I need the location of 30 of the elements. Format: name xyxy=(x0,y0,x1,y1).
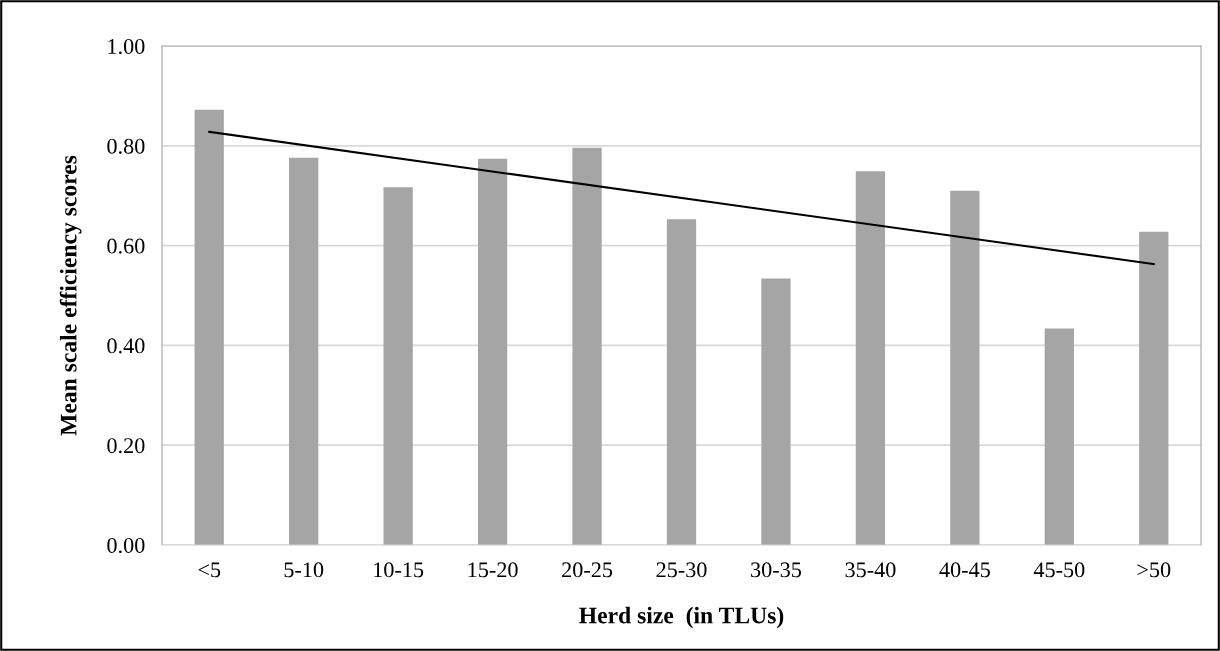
x-tick-label: 15-20 xyxy=(468,562,518,578)
bar xyxy=(477,158,508,545)
bar xyxy=(666,219,697,545)
x-tick-label: 45-50 xyxy=(1033,562,1085,578)
y-axis-title: Mean scale efficiency scores xyxy=(59,155,82,436)
x-tick-label: 5-10 xyxy=(284,562,324,578)
x-tick-label: 20-25 xyxy=(562,562,613,578)
x-tick-label: 30-35 xyxy=(751,562,802,578)
bar xyxy=(194,109,224,545)
y-tick-label: 0.80 xyxy=(107,138,145,154)
bar xyxy=(289,157,319,545)
bar xyxy=(761,278,791,545)
bar xyxy=(1139,231,1169,545)
x-tick-label: 35-40 xyxy=(845,562,896,578)
y-tick-label: 0.00 xyxy=(107,537,145,554)
y-tick-label: 1.00 xyxy=(108,38,145,55)
bar xyxy=(383,187,413,545)
x-axis-title: Herd size (in TLUs) xyxy=(579,606,784,629)
bar xyxy=(855,171,886,545)
x-tick-label: <5 xyxy=(198,562,221,578)
bar xyxy=(950,190,980,545)
y-tick-label: 0.60 xyxy=(107,238,145,254)
bar xyxy=(572,147,602,545)
x-tick-label: 25-30 xyxy=(656,562,707,578)
y-tick-label: 0.40 xyxy=(107,338,145,354)
bar xyxy=(1044,328,1074,545)
y-tick-label: 0.20 xyxy=(107,438,145,454)
x-tick-label: >50 xyxy=(1137,562,1171,578)
x-tick-label: 10-15 xyxy=(374,562,424,578)
x-tick-label: 40-45 xyxy=(939,562,990,578)
